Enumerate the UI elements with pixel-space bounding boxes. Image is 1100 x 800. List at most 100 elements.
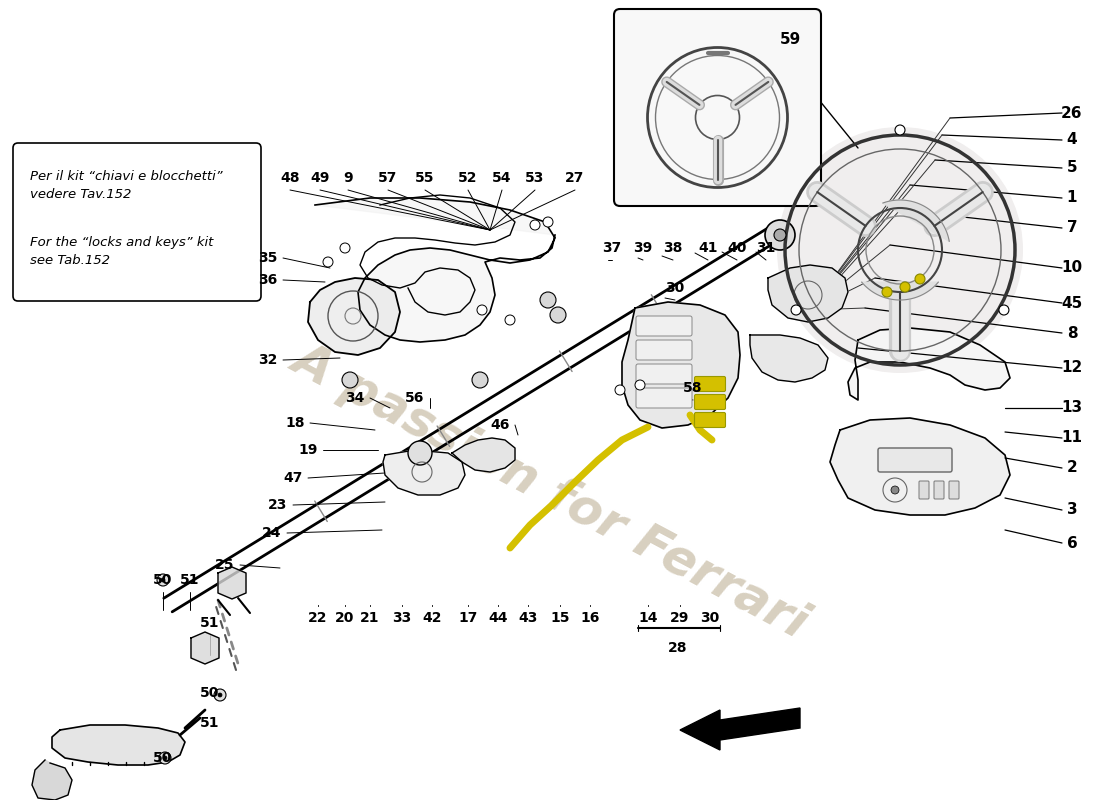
FancyBboxPatch shape <box>636 388 692 408</box>
Text: 19: 19 <box>298 443 318 457</box>
Text: 33: 33 <box>393 611 411 625</box>
FancyBboxPatch shape <box>694 413 726 427</box>
FancyBboxPatch shape <box>918 481 930 499</box>
Circle shape <box>160 752 170 764</box>
Circle shape <box>891 486 899 494</box>
Circle shape <box>163 756 167 760</box>
Circle shape <box>218 693 222 697</box>
Text: 39: 39 <box>634 241 652 255</box>
Polygon shape <box>848 328 1010 400</box>
Text: 47: 47 <box>284 471 302 485</box>
Text: 7: 7 <box>1067 221 1077 235</box>
Circle shape <box>340 243 350 253</box>
FancyBboxPatch shape <box>694 394 726 410</box>
Text: 51: 51 <box>180 573 200 587</box>
Text: 18: 18 <box>285 416 305 430</box>
Text: 54: 54 <box>493 171 512 185</box>
Circle shape <box>214 689 225 701</box>
Text: 26: 26 <box>1062 106 1082 121</box>
Polygon shape <box>32 760 72 800</box>
Text: 50: 50 <box>200 686 220 700</box>
Text: 58: 58 <box>683 381 703 395</box>
Circle shape <box>915 274 925 284</box>
Text: 34: 34 <box>345 391 365 405</box>
Text: Per il kit “chiavi e blocchetti”
vedere Tav.152: Per il kit “chiavi e blocchetti” vedere … <box>30 170 222 201</box>
Text: 22: 22 <box>308 611 328 625</box>
Polygon shape <box>315 198 556 342</box>
Polygon shape <box>621 302 740 428</box>
Polygon shape <box>750 335 828 382</box>
Circle shape <box>323 257 333 267</box>
Circle shape <box>472 372 488 388</box>
Polygon shape <box>383 450 465 495</box>
Circle shape <box>791 305 801 315</box>
Circle shape <box>530 220 540 230</box>
Text: 11: 11 <box>1062 430 1082 446</box>
Text: 44: 44 <box>488 611 508 625</box>
Text: 50: 50 <box>153 751 173 765</box>
Text: 21: 21 <box>361 611 379 625</box>
Text: For the “locks and keys” kit
see Tab.152: For the “locks and keys” kit see Tab.152 <box>30 236 213 267</box>
Text: 17: 17 <box>459 611 477 625</box>
Text: 57: 57 <box>378 171 398 185</box>
Circle shape <box>774 229 786 241</box>
Text: 51: 51 <box>200 716 220 730</box>
Text: 16: 16 <box>581 611 600 625</box>
Text: 49: 49 <box>310 171 330 185</box>
Text: 59: 59 <box>780 33 801 47</box>
Polygon shape <box>218 567 246 599</box>
Circle shape <box>895 125 905 135</box>
Text: 6: 6 <box>1067 535 1077 550</box>
Text: 27: 27 <box>565 171 585 185</box>
Polygon shape <box>452 438 515 472</box>
FancyBboxPatch shape <box>694 377 726 391</box>
Circle shape <box>777 127 1023 373</box>
FancyBboxPatch shape <box>636 316 692 336</box>
Circle shape <box>505 315 515 325</box>
Text: 53: 53 <box>526 171 544 185</box>
FancyBboxPatch shape <box>614 9 821 206</box>
Text: 23: 23 <box>268 498 288 512</box>
Circle shape <box>477 305 487 315</box>
Circle shape <box>882 287 892 297</box>
Text: 56: 56 <box>405 391 425 405</box>
Text: 36: 36 <box>258 273 277 287</box>
Polygon shape <box>883 200 949 242</box>
Text: 1: 1 <box>1067 190 1077 206</box>
Text: 51: 51 <box>200 616 220 630</box>
Text: 15: 15 <box>550 611 570 625</box>
Text: 55: 55 <box>416 171 434 185</box>
Text: 4: 4 <box>1067 133 1077 147</box>
FancyBboxPatch shape <box>934 481 944 499</box>
Text: 9: 9 <box>343 171 353 185</box>
Text: 30: 30 <box>666 281 684 295</box>
Text: 10: 10 <box>1062 261 1082 275</box>
Polygon shape <box>861 282 938 300</box>
Text: 40: 40 <box>727 241 747 255</box>
Polygon shape <box>308 278 400 355</box>
Circle shape <box>408 441 432 465</box>
Polygon shape <box>680 708 800 750</box>
Text: 46: 46 <box>491 418 509 432</box>
Text: 12: 12 <box>1062 361 1082 375</box>
FancyBboxPatch shape <box>949 481 959 499</box>
Text: 41: 41 <box>698 241 717 255</box>
Text: 20: 20 <box>336 611 354 625</box>
Circle shape <box>635 380 645 390</box>
Text: 52: 52 <box>459 171 477 185</box>
Circle shape <box>900 282 910 292</box>
FancyBboxPatch shape <box>636 340 692 360</box>
Text: 45: 45 <box>1062 295 1082 310</box>
FancyBboxPatch shape <box>636 364 692 384</box>
Text: 43: 43 <box>518 611 538 625</box>
Text: 28: 28 <box>669 641 688 655</box>
Polygon shape <box>191 632 219 664</box>
FancyBboxPatch shape <box>878 448 952 472</box>
Text: 29: 29 <box>670 611 690 625</box>
Text: 37: 37 <box>603 241 622 255</box>
Circle shape <box>550 307 566 323</box>
Text: 3: 3 <box>1067 502 1077 518</box>
Circle shape <box>543 217 553 227</box>
Polygon shape <box>768 265 848 322</box>
Text: 48: 48 <box>280 171 299 185</box>
